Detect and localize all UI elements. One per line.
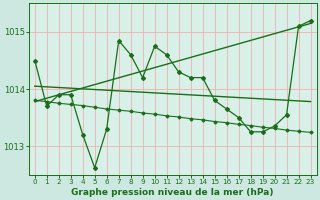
X-axis label: Graphe pression niveau de la mer (hPa): Graphe pression niveau de la mer (hPa) (71, 188, 274, 197)
